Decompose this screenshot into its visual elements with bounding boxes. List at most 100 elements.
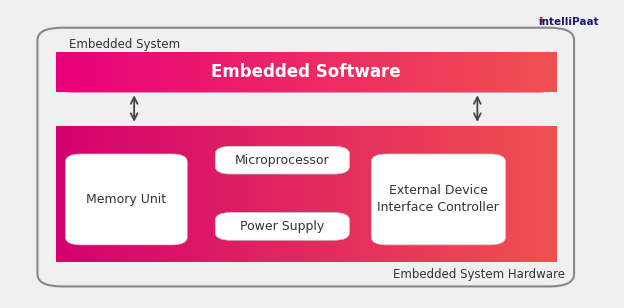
Bar: [550, 126, 553, 262]
Bar: [429, 52, 432, 92]
Bar: [256, 52, 259, 92]
Bar: [208, 52, 210, 92]
Bar: [156, 126, 159, 262]
Bar: [106, 126, 109, 262]
Bar: [131, 126, 134, 262]
Bar: [226, 126, 229, 262]
Bar: [474, 52, 477, 92]
Bar: [480, 52, 484, 92]
Bar: [517, 126, 520, 262]
Bar: [183, 126, 185, 262]
Bar: [188, 126, 190, 262]
Bar: [333, 52, 335, 92]
Bar: [407, 52, 410, 92]
Bar: [306, 52, 309, 92]
Bar: [134, 126, 137, 262]
Bar: [134, 52, 137, 92]
Bar: [294, 126, 297, 262]
Bar: [397, 126, 400, 262]
Bar: [149, 52, 152, 92]
Bar: [464, 126, 467, 262]
Bar: [484, 126, 487, 262]
Bar: [118, 52, 120, 92]
Bar: [437, 126, 440, 262]
Bar: [104, 52, 107, 92]
Bar: [178, 52, 180, 92]
Bar: [141, 126, 144, 262]
Bar: [64, 52, 67, 92]
Bar: [241, 52, 244, 92]
Bar: [211, 52, 214, 92]
Bar: [66, 126, 69, 262]
Bar: [203, 52, 205, 92]
Bar: [61, 126, 64, 262]
Bar: [535, 52, 539, 92]
Bar: [299, 126, 302, 262]
Bar: [505, 126, 509, 262]
Bar: [271, 126, 274, 262]
Bar: [416, 52, 419, 92]
Bar: [228, 126, 230, 262]
Bar: [244, 126, 247, 262]
Bar: [96, 126, 99, 262]
Bar: [196, 126, 199, 262]
Bar: [323, 52, 325, 92]
Bar: [520, 126, 524, 262]
Bar: [238, 126, 240, 262]
Bar: [71, 126, 74, 262]
Bar: [447, 126, 450, 262]
Bar: [284, 52, 287, 92]
Bar: [68, 126, 71, 262]
Bar: [346, 52, 349, 92]
Bar: [545, 52, 548, 92]
Bar: [249, 52, 252, 92]
Bar: [489, 52, 492, 92]
Bar: [409, 126, 412, 262]
Bar: [436, 126, 439, 262]
Bar: [189, 52, 192, 92]
Bar: [293, 52, 295, 92]
Text: Microprocessor: Microprocessor: [235, 154, 329, 167]
Text: ★: ★: [537, 17, 547, 27]
Bar: [269, 126, 272, 262]
Bar: [234, 126, 237, 262]
Bar: [499, 126, 502, 262]
Bar: [356, 52, 359, 92]
Bar: [439, 126, 442, 262]
Bar: [539, 52, 542, 92]
Bar: [417, 126, 420, 262]
Bar: [451, 52, 454, 92]
Bar: [462, 52, 465, 92]
Bar: [525, 52, 529, 92]
Bar: [539, 126, 542, 262]
Bar: [540, 126, 544, 262]
Bar: [482, 126, 485, 262]
Bar: [437, 52, 440, 92]
Bar: [124, 52, 127, 92]
Bar: [366, 52, 369, 92]
Bar: [495, 126, 499, 262]
Bar: [319, 126, 322, 262]
Bar: [291, 126, 294, 262]
Bar: [402, 126, 405, 262]
Bar: [359, 126, 362, 262]
Bar: [391, 126, 394, 262]
Bar: [108, 126, 110, 262]
Bar: [216, 52, 219, 92]
Bar: [446, 126, 449, 262]
Bar: [422, 126, 425, 262]
Bar: [369, 52, 372, 92]
Bar: [186, 126, 189, 262]
Bar: [68, 52, 71, 92]
Bar: [91, 126, 94, 262]
Bar: [447, 52, 450, 92]
Bar: [397, 52, 400, 92]
Bar: [139, 126, 142, 262]
Bar: [316, 52, 319, 92]
Bar: [258, 126, 260, 262]
Bar: [534, 52, 537, 92]
Bar: [94, 52, 97, 92]
Bar: [524, 52, 527, 92]
Bar: [524, 126, 527, 262]
Bar: [119, 52, 122, 92]
